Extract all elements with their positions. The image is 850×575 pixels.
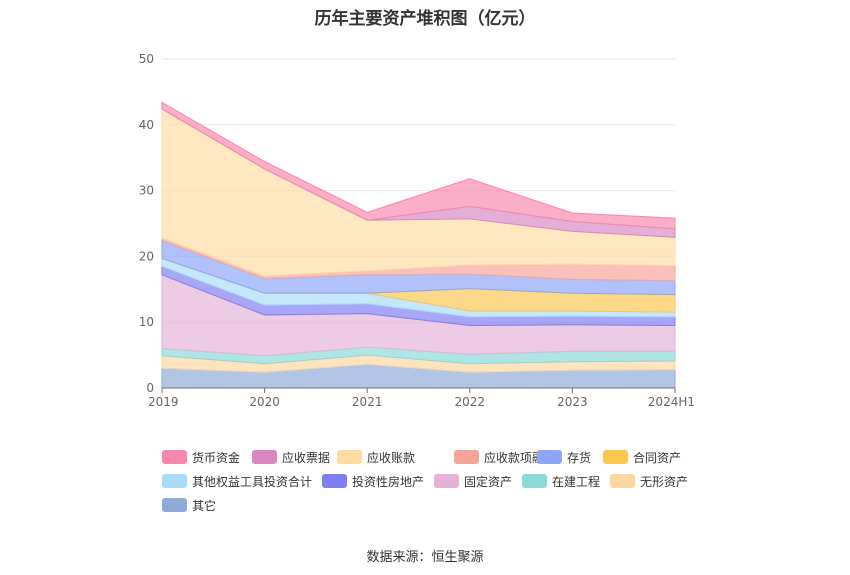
legend-label: 货币资金 xyxy=(192,450,241,465)
legend-label: 投资性房地产 xyxy=(352,474,425,489)
legend-item[interactable]: 固定资产 xyxy=(434,473,512,489)
area-series xyxy=(161,101,676,230)
legend-swatch xyxy=(537,450,562,464)
y-tick-label: 30 xyxy=(139,184,154,198)
x-tick-label: 2023 xyxy=(557,395,588,409)
legend-label: 其它 xyxy=(192,498,217,513)
x-tick-label: 2022 xyxy=(455,395,486,409)
legend-item[interactable]: 无形资产 xyxy=(610,473,688,489)
legend-label: 存货 xyxy=(567,450,592,465)
legend-swatch xyxy=(522,474,547,488)
y-tick-label: 10 xyxy=(139,315,154,329)
legend-swatch xyxy=(337,450,362,464)
legend-label: 合同资产 xyxy=(633,450,682,465)
legend-label: 固定资产 xyxy=(464,474,513,489)
x-tick-label: 2021 xyxy=(352,395,383,409)
legend-label: 其他权益工具投资合计 xyxy=(192,474,313,489)
legend-item[interactable]: 合同资产 xyxy=(603,449,681,465)
legend-swatch xyxy=(162,474,187,488)
legend-label: 应收账款 xyxy=(367,450,416,465)
legend-swatch xyxy=(610,474,635,488)
axes: 0 10 20 30 40 50 2019 2020 2021 2022 2023 2024H1 xyxy=(139,52,695,409)
legend-item[interactable]: 其他权益工具投资合计 xyxy=(162,473,312,489)
legend-item[interactable]: 投资性房地产 xyxy=(322,473,424,489)
chart-title: 历年主要资产堆积图（亿元） xyxy=(314,9,536,29)
legend-label: 无形资产 xyxy=(640,474,689,489)
legend-item[interactable]: 存货 xyxy=(537,449,591,465)
legend-item[interactable]: 货币资金 xyxy=(162,449,240,465)
legend-swatch xyxy=(434,474,459,488)
x-tick-label: 2019 xyxy=(148,395,179,409)
y-tick-label: 20 xyxy=(139,249,154,263)
area-series-layer xyxy=(161,101,676,389)
legend-swatch xyxy=(454,450,479,464)
legend-label: 应收票据 xyxy=(282,450,331,465)
legend-swatch xyxy=(322,474,347,488)
legend-item[interactable]: 在建工程 xyxy=(522,473,600,489)
y-tick-label: 50 xyxy=(139,52,154,66)
legend-item[interactable]: 应收票据 xyxy=(252,449,330,465)
stacked-area-chart: 0 10 20 30 40 50 2019 2020 2021 2022 2023 2024H1 xyxy=(139,52,695,409)
legend-swatch xyxy=(603,450,628,464)
legend-item[interactable]: 其它 xyxy=(162,497,216,513)
legend-swatch xyxy=(252,450,277,464)
legend-label: 在建工程 xyxy=(552,474,601,489)
legend-swatch xyxy=(162,498,187,512)
legend-swatch xyxy=(162,450,187,464)
y-tick-label: 0 xyxy=(146,381,154,395)
data-source-note: 数据来源：恒生聚源 xyxy=(366,550,484,565)
legend-item[interactable]: 应收账款 xyxy=(337,449,415,465)
y-tick-label: 40 xyxy=(139,118,154,132)
area-series xyxy=(161,108,676,277)
x-tick-label: 2024H1 xyxy=(648,395,695,409)
x-tick-label: 2020 xyxy=(249,395,280,409)
